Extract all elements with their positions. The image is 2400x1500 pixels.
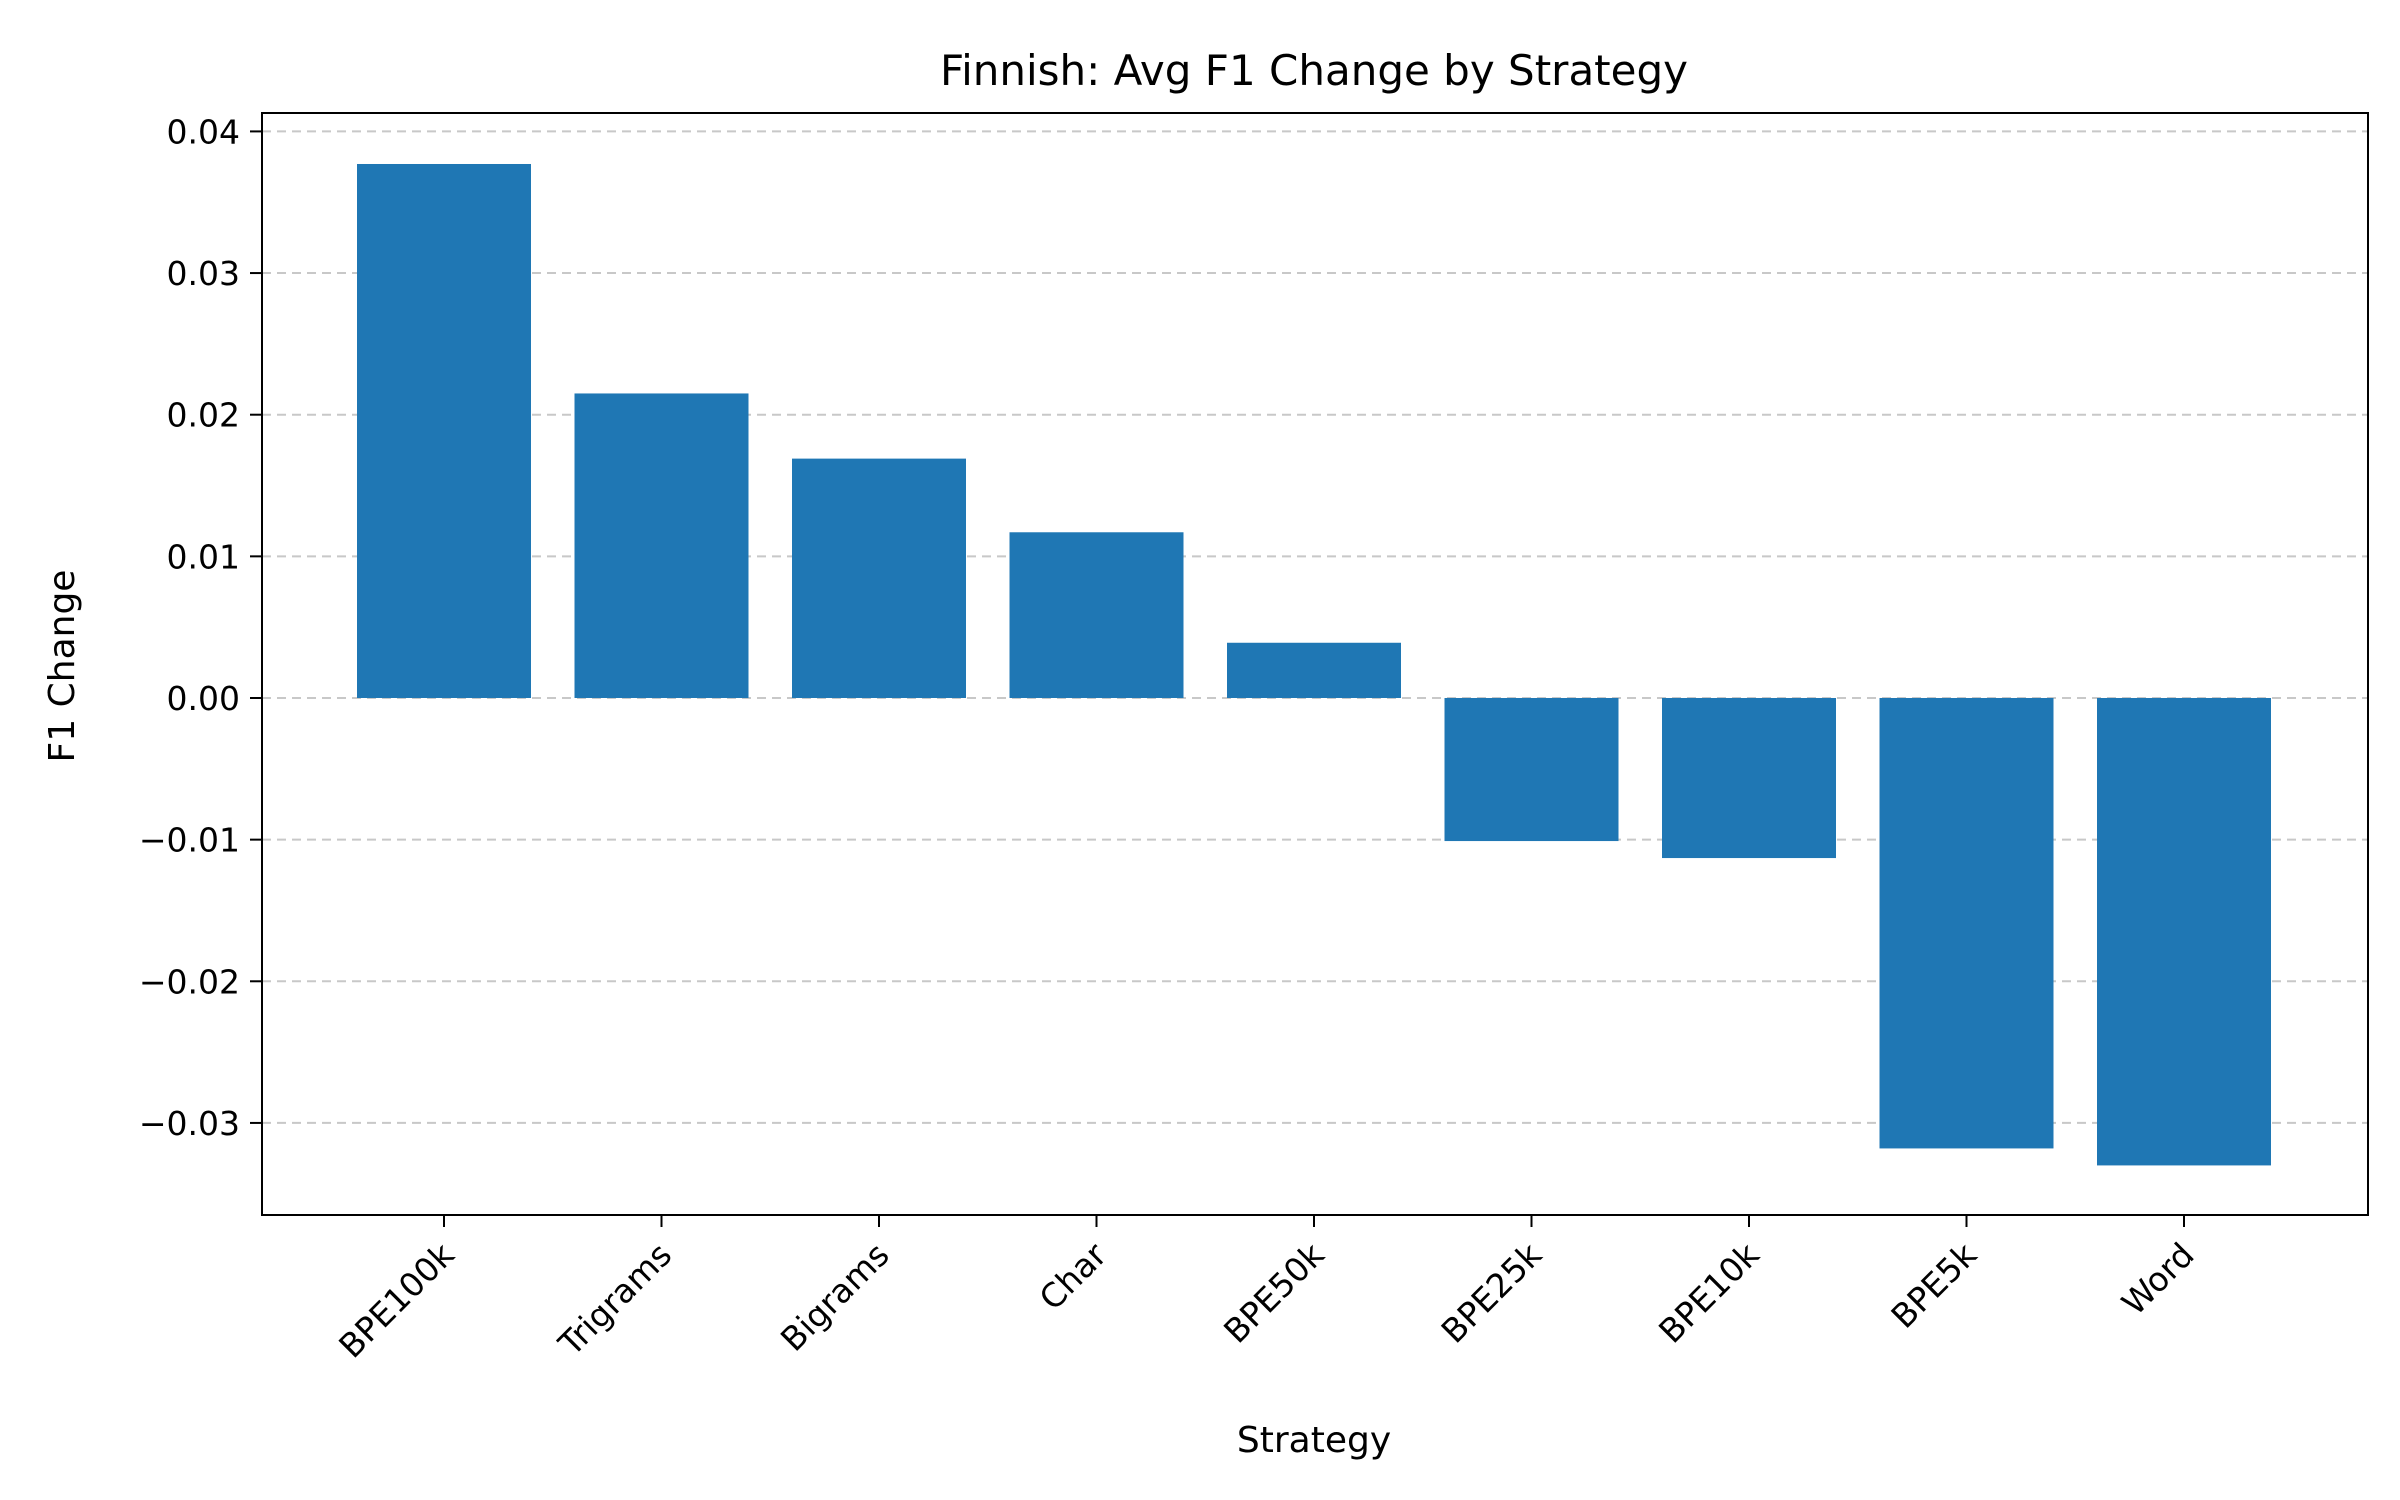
bar-trigrams (574, 393, 749, 698)
bars (357, 163, 2271, 1166)
bar-word (2097, 697, 2271, 1166)
bar-bpe5k (1879, 697, 2054, 1149)
y-axis-ticks: 0.04 0.03 0.02 0.01 0.00 −0.01 −0.02 −0.03 (139, 112, 262, 1143)
y-tick-label: 0.02 (167, 396, 240, 435)
bar-bpe10k (1662, 697, 1836, 859)
y-tick-label: 0.03 (167, 254, 240, 293)
bar-bpe25k (1444, 697, 1619, 842)
y-tick-label: 0.00 (167, 679, 240, 718)
bar-bigrams (792, 458, 966, 698)
y-tick-label: 0.01 (167, 537, 240, 576)
bar-bpe50k (1227, 642, 1401, 698)
y-axis-label: F1 Change (42, 570, 83, 763)
bar-char (1009, 532, 1184, 698)
y-tick-label: −0.02 (139, 962, 240, 1001)
y-tick-label: −0.03 (139, 1104, 240, 1143)
y-tick-label: −0.01 (139, 821, 240, 860)
y-tick-label: 0.04 (167, 112, 240, 151)
chart-title: Finnish: Avg F1 Change by Strategy (940, 46, 1688, 95)
x-axis-label: Strategy (1237, 1420, 1391, 1461)
bar-bpe100k (357, 163, 531, 698)
